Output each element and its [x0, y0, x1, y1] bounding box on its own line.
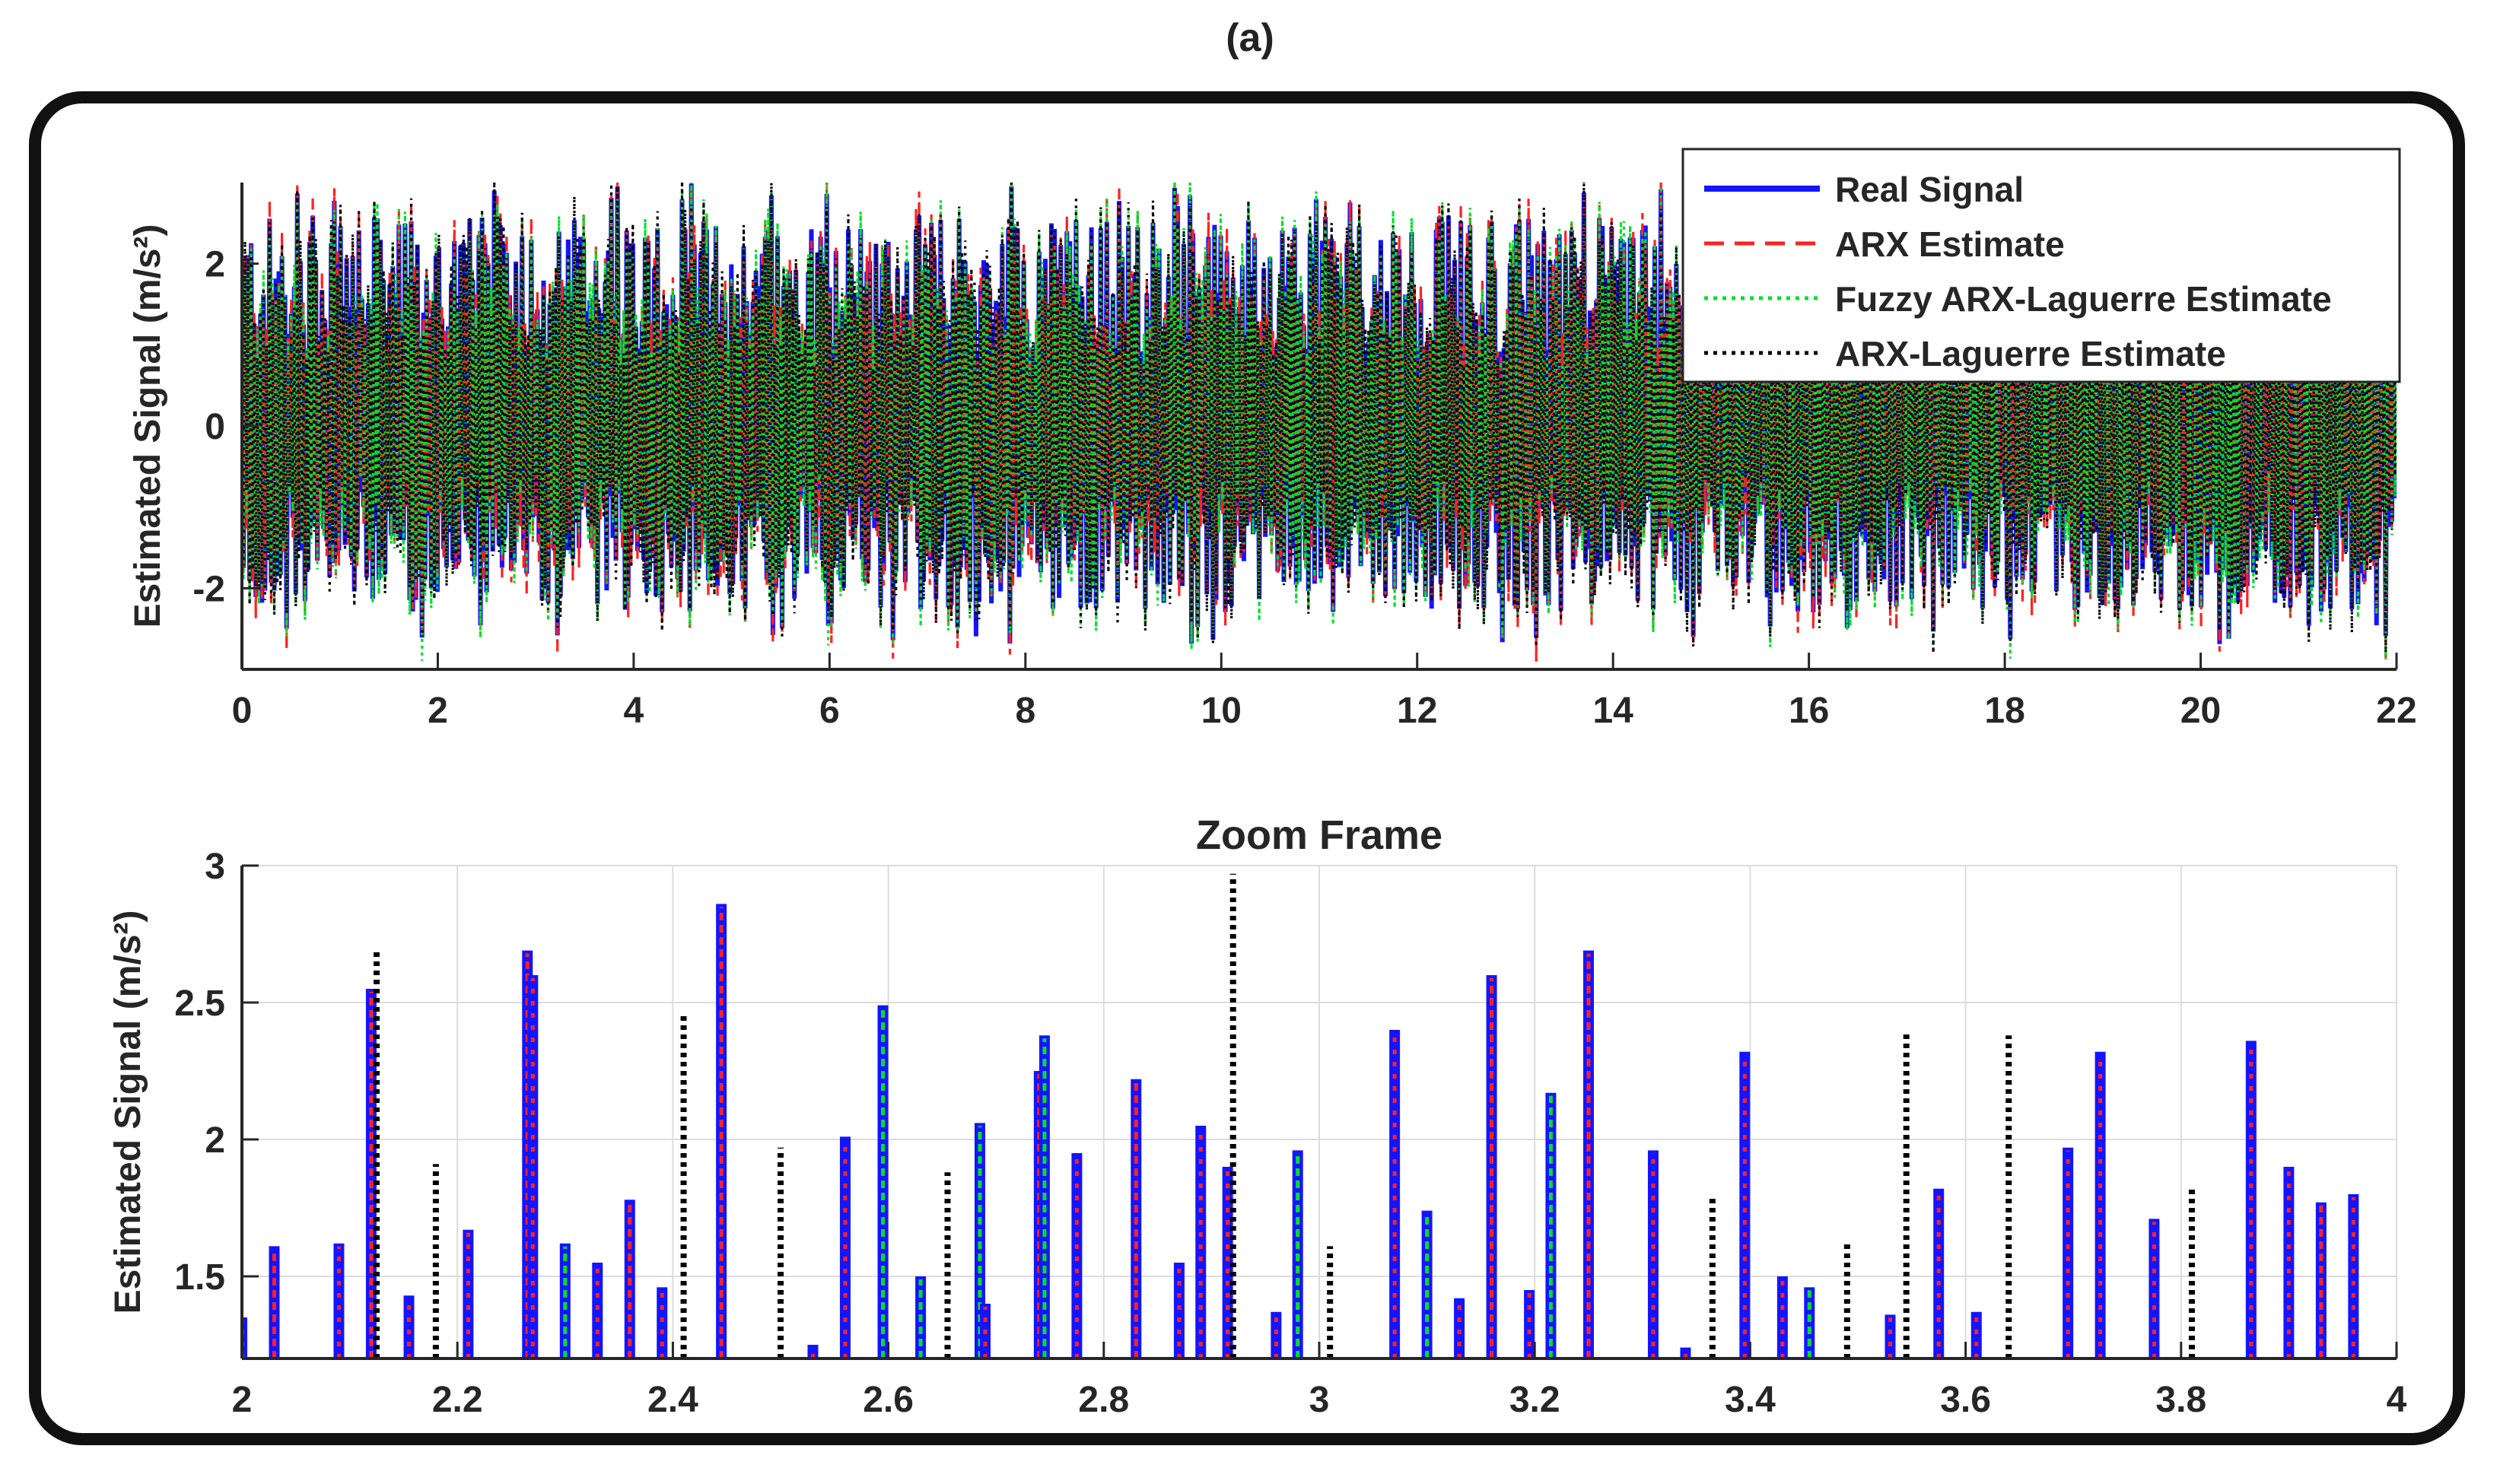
bottom-x-tick-label: 3 — [1309, 1380, 1330, 1420]
top-x-tick-label: 6 — [819, 691, 840, 731]
legend-label-fuzzy: Fuzzy ARX-Laguerre Estimate — [1835, 279, 2332, 319]
zoom-frame-title: Zoom Frame — [1196, 812, 1442, 858]
figure-label: (a) — [1226, 16, 1274, 60]
bottom-y-tick-label: 2.5 — [174, 984, 225, 1024]
top-x-tick-label: 20 — [2180, 691, 2221, 731]
bottom-x-tick-label: 3.8 — [2155, 1380, 2206, 1420]
bottom-y-tick-label: 2 — [205, 1120, 225, 1161]
bottom-y-axis-label: Estimated Signal (m/s²) — [108, 910, 148, 1314]
bottom-y-tick-label: 1.5 — [174, 1257, 225, 1298]
bottom-x-tick-label: 2.4 — [647, 1380, 698, 1420]
bottom-x-tick-label: 2.2 — [432, 1380, 483, 1420]
bottom-x-tick-label: 3.4 — [1725, 1380, 1776, 1420]
top-x-tick-label: 12 — [1397, 691, 1437, 731]
legend: Real Signal ARX Estimate Fuzzy ARX-Laguerr… — [1681, 148, 2401, 383]
bottom-x-tick-label: 2.6 — [863, 1380, 914, 1420]
top-x-tick-label: 4 — [624, 691, 644, 731]
legend-label-real: Real Signal — [1835, 170, 2024, 209]
top-y-tick-label: -2 — [192, 569, 225, 609]
top-y-tick-label: 0 — [205, 407, 225, 447]
top-x-tick-label: 0 — [232, 691, 253, 731]
bottom-x-tick-label: 3.2 — [1509, 1380, 1560, 1420]
bottom-tick-labels: 2 2.2 2.4 2.6 2.8 3 3.2 3.4 3.6 3.8 4 1.5 2 2.5 3 — [174, 847, 2406, 1420]
top-x-tick-label: 8 — [1015, 691, 1035, 731]
bottom-x-tick-label: 2 — [232, 1380, 253, 1420]
bottom-x-tick-label: 2.8 — [1078, 1380, 1129, 1420]
top-tick-labels: 0 2 4 6 8 10 12 14 16 18 20 22 -2 0 2 — [192, 245, 2416, 731]
legend-label-laguerre: ARX-Laguerre Estimate — [1835, 334, 2226, 373]
top-x-tick-label: 2 — [428, 691, 448, 731]
zoom-frame-chart: Zoom Frame 2 2.2 2.4 2.6 2.8 3 3.2 3.4 3.6 3.8 4 1.… — [108, 812, 2407, 1420]
legend-label-arx: ARX Estimate — [1835, 224, 2065, 264]
bottom-series-spikes — [242, 873, 2359, 1358]
top-x-tick-label: 14 — [1592, 691, 1633, 731]
top-series-laguerre — [242, 183, 2397, 653]
bottom-y-tick-label: 3 — [205, 847, 225, 887]
bottom-grid — [241, 865, 2397, 1358]
top-x-tick-label: 10 — [1201, 691, 1242, 731]
bottom-axes — [240, 864, 2398, 1360]
top-x-tick-label: 18 — [1984, 691, 2024, 731]
top-x-tick-label: 16 — [1789, 691, 1829, 731]
bottom-x-tick-label: 3.6 — [1940, 1380, 1991, 1420]
bottom-x-tick-label: 4 — [2387, 1380, 2407, 1420]
top-axes — [240, 183, 2398, 671]
top-y-tick-label: 2 — [205, 245, 225, 285]
top-y-axis-label: Estimated Signal (m/s²) — [128, 224, 168, 628]
top-series-lines — [242, 183, 2397, 662]
top-x-tick-label: 22 — [2376, 691, 2416, 731]
main-signal-chart: 0 2 4 6 8 10 12 14 16 18 20 22 -2 0 2 Estimated Signal… — [128, 148, 2417, 731]
